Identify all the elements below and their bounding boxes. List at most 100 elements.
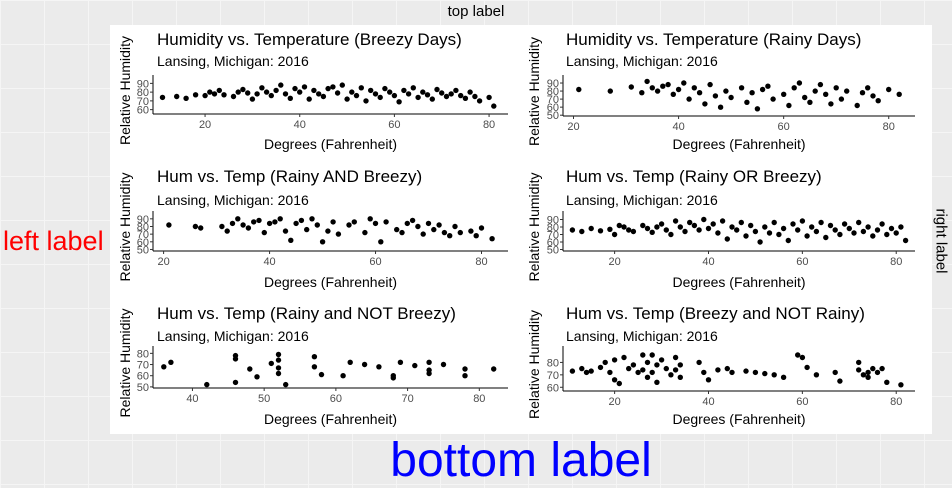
data-point: [717, 104, 724, 110]
data-point: [207, 89, 213, 95]
y-axis-label: Relative Humidity: [117, 309, 133, 418]
data-point: [399, 229, 405, 236]
data-point: [325, 85, 331, 92]
panel-subtitle: Lansing, Michigan: 2016: [566, 192, 718, 208]
x-tick-label: 60: [778, 121, 790, 133]
panel-title: Hum vs. Temp (Rainy AND Breezy): [157, 167, 422, 186]
data-point: [729, 224, 735, 230]
x-axis-label: Degrees (Fahrenheit): [264, 136, 397, 152]
y-tick-label: 50: [137, 244, 149, 256]
data-point: [368, 87, 374, 94]
data-point: [874, 227, 881, 233]
data-point: [288, 237, 294, 243]
data-point: [268, 92, 274, 99]
panel-title: Humidity vs. Temperature (Rainy Days): [566, 30, 861, 49]
data-point: [472, 93, 478, 100]
data-point: [728, 94, 734, 101]
data-point: [754, 106, 761, 112]
data-point: [251, 219, 257, 225]
data-point: [757, 239, 763, 245]
data-point: [415, 94, 421, 101]
data-point: [607, 226, 613, 232]
data-point: [818, 219, 824, 226]
data-point: [192, 223, 199, 230]
data-point: [823, 234, 829, 241]
data-point: [275, 365, 282, 371]
data-point: [654, 88, 661, 94]
y-tick-label: 80: [137, 87, 149, 99]
data-point: [832, 369, 838, 376]
data-point: [723, 88, 729, 94]
x-tick-label: 60: [330, 393, 342, 405]
data-point: [780, 374, 787, 380]
data-point: [367, 216, 373, 222]
y-tick-label: 80: [547, 222, 559, 234]
data-point: [263, 89, 270, 95]
data-point: [346, 222, 352, 228]
data-point: [266, 220, 273, 227]
data-point: [682, 228, 688, 235]
data-point: [743, 233, 749, 239]
data-point: [254, 374, 260, 380]
data-point: [467, 89, 473, 95]
panel-6: Hum vs. Temp (Breezy and NOT Rainy) Lansi…: [526, 304, 915, 427]
data-point: [886, 86, 892, 93]
data-point: [259, 85, 265, 91]
data-point: [434, 86, 440, 93]
y-tick-label: 70: [137, 360, 149, 372]
data-point: [795, 227, 801, 233]
data-point: [372, 220, 379, 227]
data-point: [316, 91, 322, 97]
data-point: [261, 229, 267, 236]
data-point: [476, 98, 483, 104]
data-point: [319, 239, 326, 245]
x-tick-label: 20: [567, 121, 579, 133]
data-point: [588, 225, 594, 232]
data-point: [687, 219, 693, 226]
data-point: [724, 236, 730, 242]
data-point: [838, 96, 845, 102]
data-point: [846, 225, 852, 232]
data-point: [654, 379, 660, 385]
y-axis-label: Relative Humidity: [117, 173, 133, 282]
data-point: [579, 228, 585, 235]
data-point: [256, 217, 262, 224]
data-point: [696, 90, 703, 96]
data-point: [583, 369, 590, 376]
data-point: [748, 222, 754, 229]
data-point: [802, 94, 808, 101]
data-point: [192, 92, 199, 98]
data-point: [724, 365, 730, 372]
panel-5: Hum vs. Temp (Rainy and NOT Breezy) Lansi…: [117, 304, 508, 427]
data-point: [297, 89, 303, 95]
data-point: [254, 91, 260, 97]
data-point: [856, 367, 862, 373]
data-point: [358, 85, 364, 91]
data-point: [473, 233, 479, 239]
panel-1: Humidity vs. Temperature (Breezy Days) La…: [117, 30, 508, 152]
data-point: [827, 222, 834, 229]
x-tick-label: 20: [609, 256, 621, 268]
data-point: [865, 369, 871, 376]
y-tick-label: 70: [547, 230, 559, 242]
data-point: [799, 354, 806, 361]
data-point: [425, 220, 432, 227]
data-point: [372, 91, 379, 97]
data-point: [865, 224, 871, 230]
panel-subtitle: Lansing, Michigan: 2016: [566, 53, 718, 69]
data-point: [249, 96, 256, 102]
data-point: [275, 351, 282, 358]
data-point: [216, 87, 222, 94]
data-point: [833, 85, 839, 91]
data-point: [813, 372, 820, 378]
data-point: [844, 88, 850, 94]
x-tick-label: 40: [702, 396, 714, 408]
data-point: [649, 229, 655, 235]
data-point: [311, 354, 318, 360]
data-point: [766, 230, 773, 236]
data-point: [221, 92, 227, 98]
data-point: [405, 91, 412, 97]
data-point: [823, 91, 829, 98]
data-point: [675, 86, 682, 93]
